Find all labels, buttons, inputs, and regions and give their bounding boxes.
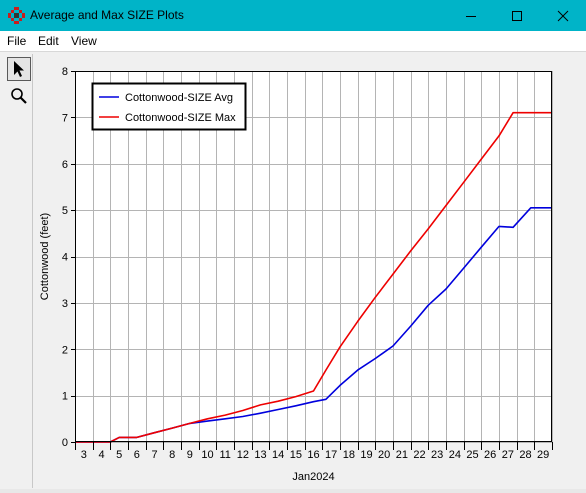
x-tick-label: 3	[81, 449, 87, 461]
x-tick-label: 24	[449, 449, 461, 461]
y-tick-label: 2	[62, 344, 68, 356]
x-tick-label: 7	[151, 449, 157, 461]
legend-label: Cottonwood-SIZE Max	[125, 112, 236, 124]
menu-bar: File Edit View	[0, 31, 586, 51]
close-icon	[557, 10, 569, 21]
x-tick-label: 8	[169, 449, 175, 461]
x-tick-label: 25	[466, 449, 478, 461]
x-tick-label: 23	[431, 449, 443, 461]
maximize-icon	[512, 10, 522, 21]
y-tick-label: 1	[62, 391, 68, 403]
x-tick-label: 6	[134, 449, 140, 461]
y-tick-label: 8	[62, 66, 68, 78]
x-tick-label: 27	[502, 449, 514, 461]
x-tick-label: 26	[484, 449, 496, 461]
menu-separator	[0, 51, 586, 52]
legend-label: Cottonwood-SIZE Avg	[125, 92, 233, 104]
x-tick-label: 14	[272, 449, 284, 461]
y-tick-label: 7	[62, 112, 68, 124]
x-tick-label: 29	[537, 449, 549, 461]
x-tick-label: 9	[187, 449, 193, 461]
close-button[interactable]	[540, 0, 586, 31]
zoom-tool-button[interactable]	[7, 84, 31, 108]
x-tick-label: 4	[98, 449, 104, 461]
x-axis-label: Jan2024	[292, 471, 334, 483]
x-tick-label: 16	[307, 449, 319, 461]
y-tick-label: 4	[62, 252, 68, 264]
pointer-icon	[14, 61, 24, 77]
x-tick-label: 22	[413, 449, 425, 461]
x-tick-label: 28	[519, 449, 531, 461]
cottonwood-size-max-line	[75, 111, 552, 443]
y-tick-label: 0	[62, 437, 68, 449]
legend: Cottonwood-SIZE Avg Cottonwood-SIZE Max	[91, 82, 247, 131]
maximize-button[interactable]	[494, 0, 540, 31]
x-tick-label: 15	[290, 449, 302, 461]
window-bottom-edge	[0, 489, 586, 493]
x-tick-label: 21	[396, 449, 408, 461]
menu-file[interactable]: File	[7, 34, 27, 48]
x-tick-label: 10	[201, 449, 213, 461]
x-tick-label: 17	[325, 449, 337, 461]
y-axis: 0 1 2 3 4 5 6 7 8	[62, 66, 75, 449]
pointer-tool-button[interactable]	[7, 57, 31, 81]
minimize-button[interactable]	[448, 0, 494, 31]
x-tick-label: 19	[360, 449, 372, 461]
title-bar: Average and Max SIZE Plots	[0, 0, 586, 31]
x-tick-label: 5	[116, 449, 122, 461]
x-axis: 3 4 5 6 7 8 9 10 11 12 13 14 15 16 17 18 19 20 21 22 23 24 25 2…	[75, 442, 553, 461]
plot-frame	[75, 71, 552, 442]
menu-view[interactable]: View	[71, 34, 97, 48]
app-logo-icon	[8, 7, 25, 24]
y-tick-label: 3	[62, 298, 68, 310]
window-title: Average and Max SIZE Plots	[30, 8, 184, 22]
magnifier-icon	[11, 88, 27, 104]
minimize-icon	[466, 15, 476, 17]
x-tick-label: 12	[237, 449, 249, 461]
legend-box	[91, 82, 247, 131]
menu-edit[interactable]: Edit	[38, 34, 59, 48]
y-tick-label: 5	[62, 205, 68, 217]
tool-palette	[6, 54, 33, 488]
x-tick-label: 11	[219, 449, 230, 461]
x-tick-label: 13	[254, 449, 266, 461]
y-axis-label: Cottonwood (feet)	[39, 213, 51, 300]
y-tick-label: 6	[62, 159, 68, 171]
x-tick-label: 18	[343, 449, 355, 461]
x-tick-label: 20	[378, 449, 390, 461]
series-lines	[75, 111, 552, 443]
